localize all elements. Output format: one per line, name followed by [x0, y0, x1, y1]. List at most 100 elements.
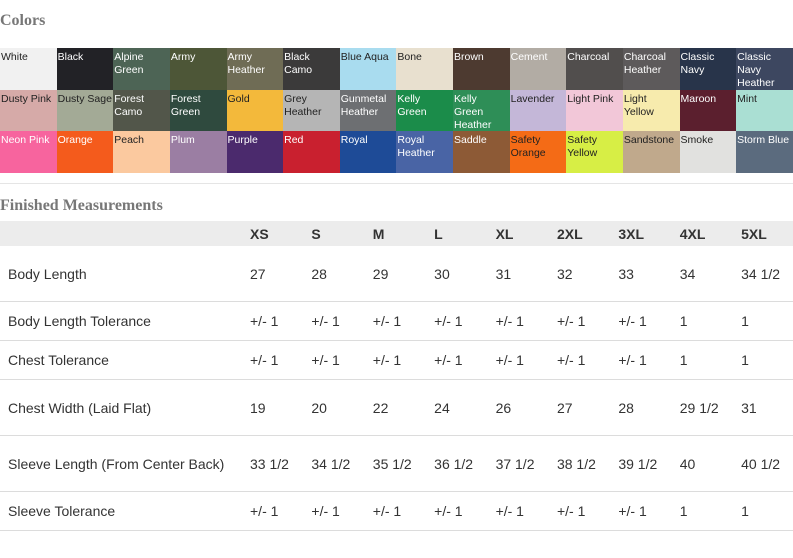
measurement-value: +/- 1: [618, 301, 680, 341]
color-swatch-label: Purple: [227, 134, 258, 146]
size-header: XL: [495, 221, 557, 246]
color-swatch[interactable]: Kelly Green Heather: [453, 89, 510, 131]
color-swatch[interactable]: Smoke: [679, 131, 737, 173]
color-swatch[interactable]: Dusty Sage: [56, 89, 114, 131]
measurement-value: 31: [741, 379, 793, 436]
measurement-value: 33: [618, 246, 680, 302]
measurement-label: Body Length Tolerance: [0, 301, 250, 341]
table-row: Chest Tolerance +/- 1 +/- 1 +/- 1 +/- 1 +/- 1…: [0, 340, 793, 380]
color-swatch-grid: White Black Alpine Green Army Army Heather Bl…: [0, 48, 793, 173]
color-swatch[interactable]: Royal Heather: [396, 131, 453, 173]
color-swatch[interactable]: Black: [56, 48, 114, 90]
color-swatch-label: Safety Yellow: [567, 134, 598, 159]
color-swatch-label: Gold: [227, 92, 250, 105]
measurement-value: 22: [372, 379, 435, 436]
color-swatch[interactable]: Classic Navy: [679, 48, 737, 90]
color-swatch-label: Peach: [114, 134, 145, 146]
color-swatch[interactable]: Plum: [169, 131, 227, 173]
color-swatch-label: Classic Navy: [680, 51, 715, 76]
color-swatch-label: Blue Aqua: [340, 51, 389, 63]
color-swatch-label: Classic Navy Heather: [737, 51, 775, 89]
measurement-value: +/- 1: [556, 491, 619, 531]
color-swatch[interactable]: Orange: [56, 131, 114, 173]
color-swatch[interactable]: Royal: [339, 131, 397, 173]
measurement-value: 34: [679, 246, 742, 302]
color-swatch[interactable]: Classic Navy Heather: [736, 48, 793, 90]
color-swatch-label: Gunmetal Heather: [340, 92, 387, 118]
color-swatch-label: Dusty Sage: [57, 92, 112, 105]
measurement-value: 24: [434, 379, 496, 436]
measurement-value: +/- 1: [495, 340, 557, 380]
color-swatch[interactable]: Dusty Pink: [0, 89, 57, 131]
color-swatch[interactable]: Safety Yellow: [566, 131, 623, 173]
color-swatch[interactable]: Cement: [509, 48, 567, 90]
measurement-value: +/- 1: [372, 491, 435, 531]
measurement-value: +/- 1: [434, 340, 496, 380]
measurement-value: 32: [556, 246, 619, 302]
color-swatch[interactable]: Alpine Green: [113, 48, 170, 90]
measurement-value: 35 1/2: [372, 435, 435, 492]
color-swatch[interactable]: Bone: [396, 48, 453, 90]
color-swatch-label: Light Yellow: [623, 92, 654, 118]
color-swatch-label: Forest Green: [170, 92, 201, 118]
table-row: Body Length Tolerance +/- 1 +/- 1 +/- 1 +/- …: [0, 301, 793, 341]
color-swatch[interactable]: Peach: [113, 131, 170, 173]
measurement-value: 34 1/2: [311, 435, 373, 492]
color-swatch[interactable]: Saddle: [453, 131, 510, 173]
color-swatch-label: Charcoal: [567, 51, 610, 63]
measurement-label: Chest Width (Laid Flat): [0, 379, 250, 436]
color-swatch-label: Kelly Green Heather: [454, 92, 492, 131]
size-header: XS: [250, 221, 312, 246]
color-swatch[interactable]: Charcoal: [566, 48, 623, 90]
color-swatch[interactable]: Brown: [453, 48, 510, 90]
color-swatch[interactable]: Kelly Green: [396, 89, 453, 131]
color-swatch-label: Black: [57, 51, 84, 63]
measurements-heading: Finished Measurements: [0, 197, 163, 214]
color-swatch-label: Dusty Pink: [1, 92, 52, 105]
color-swatch-label: Orange: [57, 134, 93, 146]
color-swatch[interactable]: Maroon: [679, 89, 737, 131]
color-swatch[interactable]: Lavender: [509, 89, 567, 131]
color-swatch[interactable]: Safety Orange: [509, 131, 567, 173]
measurement-value: 28: [311, 246, 373, 302]
color-swatch[interactable]: Grey Heather: [283, 89, 340, 131]
measurement-label: Body Length: [0, 246, 250, 302]
color-swatch[interactable]: Light Yellow: [622, 89, 680, 131]
color-swatch[interactable]: Army: [169, 48, 227, 90]
color-swatch[interactable]: Forest Camo: [113, 89, 170, 131]
color-swatch[interactable]: Black Camo: [283, 48, 340, 90]
color-swatch[interactable]: Mint: [736, 89, 793, 131]
section-divider: [0, 183, 793, 184]
color-swatch-label: Army: [170, 51, 196, 63]
color-swatch[interactable]: Storm Blue: [736, 131, 793, 173]
measurement-value: 31: [495, 246, 557, 302]
measurement-value: 36 1/2: [434, 435, 496, 492]
color-swatch[interactable]: Red: [283, 131, 340, 173]
measurement-value: +/- 1: [556, 340, 619, 380]
header-blank: [0, 221, 250, 246]
color-swatch-label: Plum: [170, 134, 195, 146]
color-swatch[interactable]: Forest Green: [169, 89, 227, 131]
color-swatch[interactable]: Neon Pink: [0, 131, 57, 173]
color-swatch[interactable]: Army Heather: [226, 48, 284, 90]
color-swatch-label: Forest Camo: [114, 92, 145, 118]
measurement-value: 37 1/2: [495, 435, 557, 492]
color-swatch[interactable]: Charcoal Heather: [622, 48, 680, 90]
measurement-value: +/- 1: [495, 491, 557, 531]
color-swatch[interactable]: Blue Aqua: [339, 48, 397, 90]
color-swatch[interactable]: Gunmetal Heather: [339, 89, 397, 131]
color-swatch-label: Kelly Green: [397, 92, 427, 118]
color-swatch[interactable]: White: [0, 48, 57, 90]
measurement-value: 1: [679, 301, 742, 341]
color-swatch-label: White: [1, 51, 28, 63]
measurement-value: +/- 1: [495, 301, 557, 341]
color-swatch[interactable]: Purple: [226, 131, 284, 173]
measurement-value: 30: [434, 246, 496, 302]
color-swatch[interactable]: Sandstone: [622, 131, 680, 173]
measurement-value: +/- 1: [556, 301, 619, 341]
size-header-row: XS S M L XL 2XL 3XL 4XL 5XL: [0, 221, 793, 246]
measurement-value: +/- 1: [311, 491, 373, 531]
color-swatch[interactable]: Light Pink: [566, 89, 623, 131]
color-swatch-label: Storm Blue: [737, 134, 790, 146]
color-swatch[interactable]: Gold: [226, 89, 284, 131]
